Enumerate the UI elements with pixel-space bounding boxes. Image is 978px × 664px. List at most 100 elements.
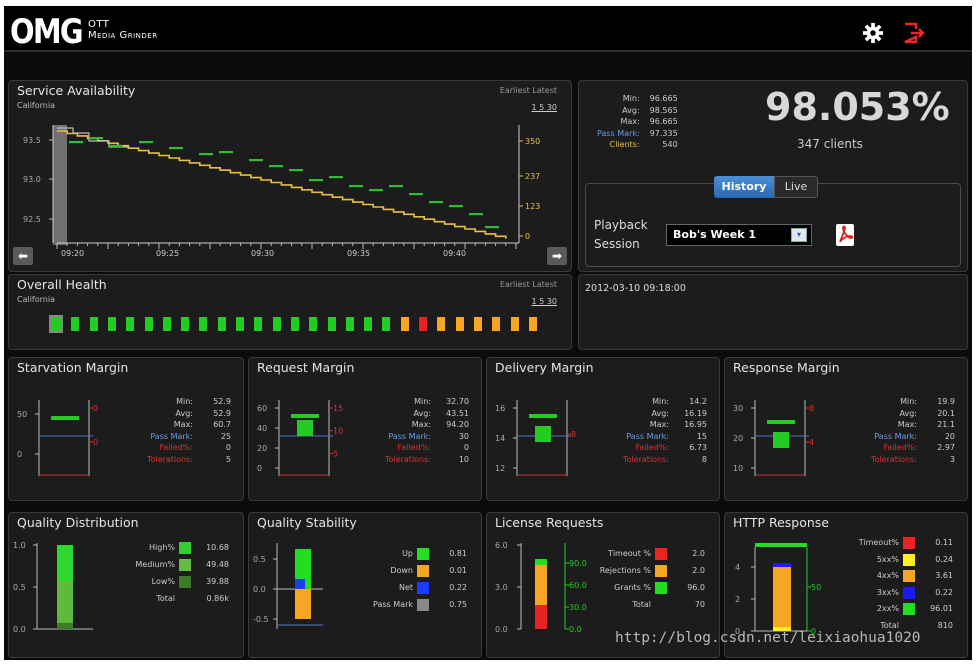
- range-label[interactable]: Earliest Latest: [499, 86, 557, 95]
- stat-label-pass: Pass Mark:: [626, 431, 669, 441]
- health-cell[interactable]: [49, 315, 63, 333]
- availability-mark: [485, 226, 499, 229]
- quality-distribution-panel: Quality Distribution 1.0 0.5 0.0 High% 10.6…: [8, 512, 244, 658]
- stat-label-max: Max:: [620, 117, 640, 126]
- y-tick-label: 0.5: [253, 555, 266, 564]
- pdf-icon[interactable]: [836, 224, 854, 246]
- legend-swatch: [903, 553, 915, 566]
- availability-mark: [469, 213, 483, 216]
- availability-mark: [369, 189, 383, 192]
- arrow-right-icon: ➡: [551, 249, 563, 263]
- range-marker: [51, 416, 79, 420]
- health-cell[interactable]: [254, 317, 263, 331]
- panel-title: Quality Distribution: [17, 515, 139, 530]
- health-cell[interactable]: [473, 317, 482, 331]
- gauge-red-tick-label: 0: [93, 404, 98, 413]
- legend-value: 49.48: [206, 560, 229, 569]
- gauge-red-tick-label: 4: [809, 438, 814, 447]
- gauge-red-tick-label: 0: [93, 438, 98, 447]
- logout-icon[interactable]: [902, 21, 926, 45]
- bar-low: [57, 623, 73, 629]
- legend-label: Timeout%: [858, 538, 899, 547]
- health-cell[interactable]: [437, 317, 446, 331]
- legend-swatch: [655, 599, 667, 611]
- health-cell[interactable]: [217, 317, 226, 331]
- health-cell[interactable]: [382, 317, 391, 331]
- y-tick-label: 92.5: [23, 215, 41, 224]
- health-cell[interactable]: [309, 317, 318, 331]
- gauge-tick-label: 16: [495, 404, 505, 413]
- stat-label-avg: Avg:: [651, 408, 669, 418]
- health-cell[interactable]: [364, 317, 373, 331]
- clients-count: 347 clients: [797, 137, 863, 151]
- health-cell[interactable]: [528, 317, 537, 331]
- legend-item: Timeout % 2.0: [600, 545, 705, 562]
- tab-live[interactable]: Live: [774, 176, 818, 198]
- legend-value: 39.88: [206, 577, 229, 586]
- y-tick-label: 3.0: [495, 583, 508, 592]
- legend-label: Net: [398, 583, 413, 592]
- zoom-label[interactable]: 1 5 30: [531, 103, 557, 112]
- health-cell[interactable]: [455, 317, 464, 331]
- legend-item: High% 10.68: [135, 539, 229, 556]
- right-tick-label: 60.0: [569, 581, 587, 590]
- scroll-right-button[interactable]: ➡: [547, 247, 567, 265]
- http-response-chart: 4 2 0 50 0: [735, 543, 821, 636]
- app-window: OMG OTT Media Grinder Service Availabili…: [4, 6, 972, 660]
- availability-mark: [309, 179, 323, 182]
- health-cell[interactable]: [272, 317, 281, 331]
- overall-health-panel: Overall Health California Earliest Lates…: [8, 274, 572, 350]
- health-cell[interactable]: [400, 317, 409, 331]
- stat-pass: 20: [944, 431, 955, 441]
- legend-swatch: [179, 558, 191, 571]
- health-cell[interactable]: [510, 317, 519, 331]
- health-cell[interactable]: [162, 317, 171, 331]
- health-cell[interactable]: [419, 317, 427, 331]
- health-cell[interactable]: [144, 317, 153, 331]
- health-cell[interactable]: [71, 317, 80, 331]
- health-cell[interactable]: [181, 317, 190, 331]
- legend-item: Up 0.81: [373, 545, 467, 562]
- health-cell[interactable]: [89, 317, 98, 331]
- zoom-label[interactable]: 1 5 30: [531, 297, 557, 306]
- legend-value: 96.0: [687, 583, 705, 592]
- health-cell[interactable]: [126, 317, 135, 331]
- legend-item: 3xx% 0.22: [859, 585, 953, 602]
- health-cell[interactable]: [107, 317, 116, 331]
- right-tick-label: 350: [525, 137, 540, 146]
- legend-label: Rejections %: [599, 566, 651, 575]
- stat-avg: 16.19: [684, 408, 707, 418]
- health-cell[interactable]: [492, 317, 501, 331]
- gauge-tick-label: 20: [733, 434, 743, 443]
- health-cell[interactable]: [327, 317, 336, 331]
- legend-label: Medium%: [135, 560, 175, 569]
- app-subtitle-line2: Media Grinder: [88, 30, 158, 41]
- x-tick-label: 09:35: [347, 249, 370, 258]
- margin-panel: Starvation Margin 50 0 0 0 Min: 52.9 Avg: 52.9 Ma…: [8, 357, 244, 501]
- gauge-tick-label: 40: [257, 424, 267, 433]
- legend-swatch: [179, 593, 191, 605]
- range-label[interactable]: Earliest Latest: [499, 280, 557, 289]
- session-select[interactable]: Bob's Week 1 ▾: [666, 224, 812, 246]
- legend-item: Pass Mark 0.75: [373, 596, 467, 613]
- legend-item: 2xx% 96.01: [859, 601, 953, 618]
- stat-label-fail: Failed%:: [397, 443, 431, 452]
- y-tick-label: 0.0: [495, 625, 508, 634]
- health-cell[interactable]: [199, 317, 208, 331]
- y-tick-label: 4: [735, 563, 740, 572]
- scroll-left-button[interactable]: ⬅: [13, 247, 33, 265]
- stat-tol: 5: [225, 454, 231, 464]
- health-cell[interactable]: [236, 317, 244, 331]
- gear-icon[interactable]: [862, 22, 884, 44]
- pdf-icon-glyph: [839, 225, 854, 243]
- stat-avg: 98.565: [649, 105, 678, 115]
- tab-history[interactable]: History: [714, 176, 774, 198]
- health-cell[interactable]: [290, 317, 299, 331]
- legend-label: Pass Mark: [373, 600, 413, 609]
- legend-item: Total 70: [600, 596, 705, 613]
- stat-label-tol: Tolerations:: [147, 454, 193, 464]
- right-tick-label: 0.0: [569, 625, 582, 634]
- legend-item: Low% 39.88: [135, 573, 229, 590]
- quality-stability-chart: 0.5 0.0 -0.5: [253, 543, 323, 629]
- health-cell[interactable]: [345, 317, 354, 331]
